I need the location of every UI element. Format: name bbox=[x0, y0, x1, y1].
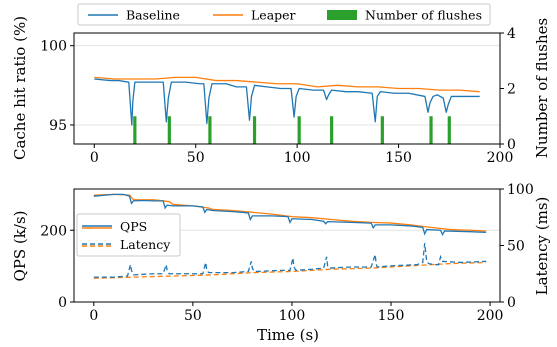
top-x-tick-label: 100 bbox=[284, 150, 311, 166]
top-panel: 0 50 100 150 200 95 100 0 2 4 Cache hit ratio (… bbox=[11, 16, 551, 166]
top-legend: Baseline Leaper Number of flushes bbox=[77, 3, 491, 26]
bottom-y-tick-label: 200 bbox=[40, 223, 67, 239]
bottom-x-tick-label: 200 bbox=[477, 308, 504, 324]
flush-bar bbox=[133, 116, 137, 144]
bottom-y2-tick-label: 50 bbox=[507, 239, 525, 255]
flush-bar bbox=[447, 116, 451, 144]
top-x-ticks: 0 50 100 150 200 bbox=[90, 144, 514, 166]
bottom-x-tick-label: 0 bbox=[89, 308, 98, 324]
top-x-tick-label: 150 bbox=[385, 150, 412, 166]
legend-label-baseline: Baseline bbox=[126, 8, 180, 23]
bottom-y2-tick-label: 0 bbox=[507, 295, 516, 311]
legend-label-leaper: Leaper bbox=[251, 8, 296, 23]
bottom-y-ticks: 0 200 bbox=[40, 223, 74, 311]
top-x-tick-label: 200 bbox=[487, 150, 514, 166]
bottom-y2-ticks: 0 50 100 bbox=[500, 182, 534, 311]
bottom-x-axis-label: Time (s) bbox=[257, 326, 319, 344]
qps-baseline-line bbox=[93, 193, 487, 237]
top-y2-tick-label: 4 bbox=[507, 26, 516, 42]
flush-bar bbox=[167, 116, 171, 144]
flush-bar bbox=[429, 116, 433, 144]
legend-label-qps: QPS bbox=[120, 219, 147, 234]
bottom-x-tick-label: 150 bbox=[378, 308, 405, 324]
bottom-x-ticks: 0 50 100 150 200 bbox=[89, 302, 503, 324]
flush-bar bbox=[208, 116, 212, 144]
top-y2-tick-label: 2 bbox=[507, 82, 516, 98]
top-y-axis-label: Cache hit ratio (%) bbox=[11, 16, 29, 160]
bottom-y-tick-label: 0 bbox=[58, 295, 67, 311]
legend-swatch-flushes bbox=[327, 10, 357, 20]
flush-bar bbox=[252, 116, 257, 144]
top-y-ticks: 95 100 bbox=[40, 39, 74, 134]
top-x-tick-label: 50 bbox=[187, 150, 205, 166]
flush-bar bbox=[380, 116, 384, 144]
qps-leaper-line bbox=[93, 193, 487, 232]
top-plot-area bbox=[74, 45, 500, 144]
legend-label-latency: Latency bbox=[120, 237, 171, 252]
bottom-x-tick-label: 100 bbox=[279, 308, 306, 324]
top-y-tick-label: 100 bbox=[40, 39, 67, 55]
bottom-y-axis-label: QPS (k/s) bbox=[11, 211, 29, 282]
top-y2-ticks: 0 2 4 bbox=[500, 26, 516, 153]
top-series-baseline bbox=[94, 78, 480, 126]
top-y2-tick-label: 0 bbox=[507, 137, 516, 153]
latency-baseline-line bbox=[93, 243, 487, 278]
top-series-leaper bbox=[94, 76, 480, 93]
top-x-tick-label: 0 bbox=[90, 150, 99, 166]
bottom-legend: QPS Latency bbox=[76, 213, 181, 257]
flush-bar bbox=[297, 116, 301, 144]
legend-label-flushes: Number of flushes bbox=[365, 8, 482, 23]
bottom-y2-tick-label: 100 bbox=[507, 182, 534, 198]
top-legend-frame bbox=[77, 3, 491, 26]
flush-bar bbox=[330, 116, 334, 144]
latency-leaper-line bbox=[93, 261, 487, 279]
bottom-y2-axis-label: Latency (ms) bbox=[533, 197, 551, 296]
top-y-tick-label: 95 bbox=[49, 118, 67, 134]
top-y2-axis-label: Number of flushes bbox=[533, 18, 551, 158]
bottom-x-tick-label: 50 bbox=[184, 308, 202, 324]
